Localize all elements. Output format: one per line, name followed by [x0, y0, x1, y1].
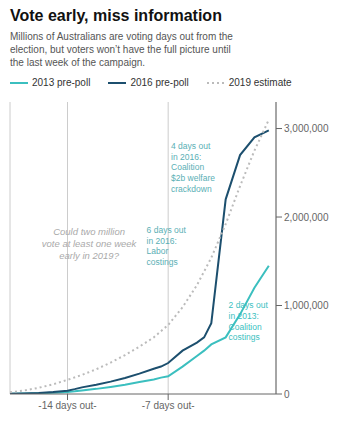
html-text:Millions of Australians are vo: Millions of Australians are voting days … — [10, 31, 233, 68]
html-text:2013 pre-poll: 2013 pre-poll — [32, 77, 91, 88]
svg-text:-14 days out-: -14 days out- — [38, 400, 96, 411]
svg-text:1,000,000: 1,000,000 — [284, 300, 329, 311]
svg-text:Could two millionvote at least: Could two millionvote at least one weeke… — [42, 226, 138, 261]
svg-text:3,000,000: 3,000,000 — [284, 123, 329, 134]
svg-text:2 days outin 2013: Coalitionco: 2 days outin 2013: Coalitioncostings — [229, 300, 269, 342]
svg-text:6 days outin 2016:Laborcosting: 6 days outin 2016:Laborcostings — [147, 225, 187, 267]
html-text:Vote early, miss information: Vote early, miss information — [10, 7, 222, 24]
html-text:2019 estimate: 2019 estimate — [228, 77, 292, 88]
svg-text:0: 0 — [284, 389, 290, 400]
svg-text:4 days outin 2016:Coalition$2b: 4 days outin 2016:Coalition$2b welfarecr… — [171, 141, 215, 194]
svg-text:-7 days out-: -7 days out- — [142, 400, 195, 411]
svg-text:2,000,000: 2,000,000 — [284, 212, 329, 223]
html-text:2016 pre-poll: 2016 pre-poll — [130, 77, 189, 88]
